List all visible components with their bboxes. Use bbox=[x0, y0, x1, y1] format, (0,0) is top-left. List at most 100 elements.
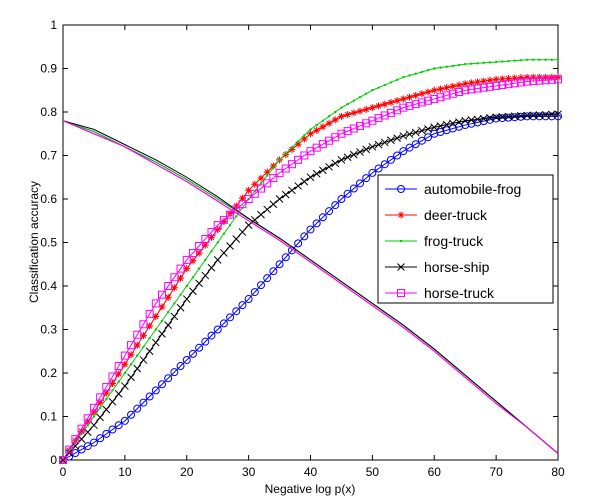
data-point bbox=[197, 267, 201, 270]
data-point bbox=[127, 373, 135, 382]
data-point bbox=[501, 60, 504, 63]
data-point bbox=[96, 399, 104, 407]
data-point bbox=[108, 372, 117, 381]
legend-label: automobile-frog bbox=[424, 181, 521, 197]
data-point bbox=[451, 64, 455, 68]
data-point bbox=[405, 130, 414, 139]
data-point bbox=[405, 143, 414, 152]
data-point bbox=[408, 74, 411, 77]
legend-entry: automobile-frog bbox=[385, 181, 521, 197]
data-point bbox=[309, 128, 312, 131]
data-point bbox=[114, 362, 123, 371]
data-point bbox=[133, 364, 142, 373]
data-point bbox=[380, 160, 389, 169]
data-point bbox=[417, 98, 426, 107]
data-point bbox=[455, 87, 463, 96]
data-point bbox=[399, 147, 408, 156]
data-point bbox=[517, 74, 525, 82]
data-point bbox=[430, 86, 438, 94]
data-point bbox=[486, 76, 494, 84]
y-tick-label: 0.9 bbox=[40, 62, 57, 76]
data-point bbox=[263, 179, 272, 188]
data-point bbox=[201, 271, 210, 280]
legend-marker bbox=[397, 185, 405, 193]
data-point bbox=[554, 75, 562, 84]
data-point bbox=[213, 325, 222, 334]
data-point bbox=[436, 85, 444, 93]
series-layer bbox=[59, 58, 562, 464]
data-point bbox=[331, 201, 340, 210]
data-point bbox=[395, 78, 399, 82]
data-point bbox=[529, 111, 538, 120]
data-point bbox=[371, 89, 374, 92]
data-point bbox=[272, 166, 275, 169]
data-point bbox=[362, 119, 371, 128]
data-point bbox=[368, 104, 376, 112]
x-tick-label: 60 bbox=[428, 465, 442, 479]
data-point bbox=[204, 258, 207, 262]
data-point bbox=[269, 174, 278, 183]
data-point bbox=[386, 108, 395, 117]
data-point bbox=[473, 115, 482, 124]
data-point bbox=[259, 182, 263, 185]
data-point bbox=[443, 84, 451, 92]
data-point bbox=[393, 106, 402, 115]
data-point bbox=[424, 96, 433, 105]
data-point bbox=[411, 100, 420, 109]
data-point bbox=[327, 115, 331, 118]
data-point bbox=[550, 58, 554, 61]
data-point bbox=[467, 85, 476, 94]
data-point bbox=[154, 328, 158, 331]
data-point bbox=[554, 73, 562, 81]
data-point bbox=[337, 195, 346, 203]
data-point bbox=[164, 282, 173, 290]
data-point bbox=[455, 81, 463, 89]
data-point bbox=[362, 105, 370, 113]
data-point bbox=[183, 265, 191, 273]
data-point bbox=[307, 130, 314, 138]
data-point bbox=[228, 223, 232, 227]
data-point bbox=[170, 273, 179, 282]
data-point bbox=[541, 112, 550, 121]
data-point bbox=[318, 213, 327, 222]
data-point bbox=[449, 82, 457, 90]
data-point bbox=[498, 114, 507, 123]
data-point bbox=[368, 116, 377, 125]
data-point bbox=[83, 442, 92, 451]
data-point bbox=[250, 189, 259, 198]
data-point bbox=[89, 438, 98, 447]
data-point bbox=[312, 169, 321, 178]
x-tick-label: 80 bbox=[551, 465, 565, 479]
data-point bbox=[207, 263, 216, 272]
data-point bbox=[244, 295, 253, 304]
data-point bbox=[111, 389, 114, 392]
data-point bbox=[331, 159, 340, 168]
data-point bbox=[179, 293, 182, 296]
data-point bbox=[402, 76, 405, 79]
data-point bbox=[96, 434, 105, 443]
axis-ticks: 0 10 20 30 40 50 60 70 80 0 0.1 0.2 0.3 0.4 0.5 0.6 0.7 0… bbox=[40, 18, 565, 479]
y-tick-label: 1 bbox=[50, 18, 57, 32]
data-point bbox=[257, 210, 265, 219]
data-point bbox=[498, 75, 506, 83]
x-tick-label: 40 bbox=[304, 465, 318, 479]
data-point bbox=[115, 370, 123, 378]
data-point bbox=[541, 76, 550, 85]
data-point bbox=[494, 60, 498, 64]
data-point bbox=[455, 118, 463, 126]
data-point bbox=[269, 162, 277, 170]
data-point bbox=[238, 200, 247, 209]
data-point bbox=[420, 70, 424, 74]
data-point bbox=[164, 321, 173, 330]
y-axis-label: Classification accuracy bbox=[27, 181, 41, 303]
data-point bbox=[461, 116, 470, 125]
data-point bbox=[517, 111, 525, 120]
data-point bbox=[479, 83, 488, 92]
data-point bbox=[108, 425, 117, 434]
data-point bbox=[433, 67, 436, 70]
data-point bbox=[281, 164, 290, 173]
legend-label: frog-truck bbox=[424, 233, 484, 249]
data-point bbox=[544, 58, 547, 61]
data-point bbox=[294, 155, 303, 164]
data-point bbox=[164, 293, 172, 301]
